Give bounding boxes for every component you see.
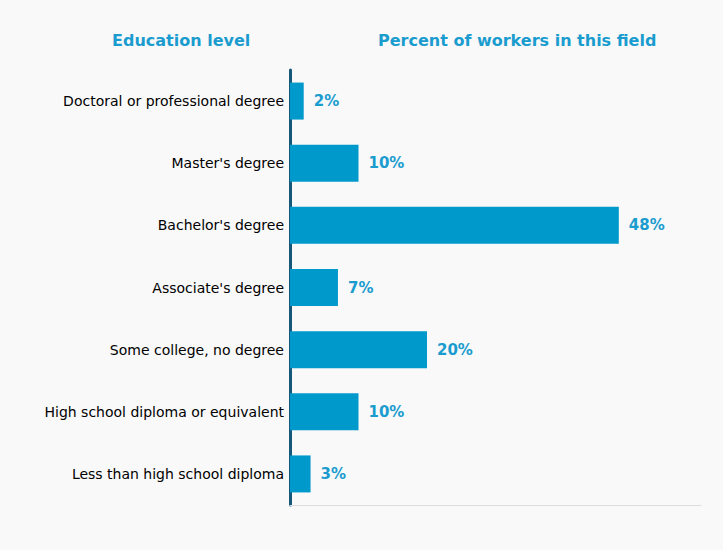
svg-text:Education level: Education level: [112, 31, 250, 50]
svg-text:3%: 3%: [321, 465, 346, 483]
svg-text:High school diploma or equival: High school diploma or equivalent: [44, 404, 284, 420]
svg-text:Less than high school diploma: Less than high school diploma: [72, 466, 284, 482]
svg-text:7%: 7%: [348, 279, 373, 297]
svg-text:Bachelor's degree: Bachelor's degree: [158, 217, 284, 233]
svg-text:10%: 10%: [369, 154, 405, 172]
svg-text:Associate's degree: Associate's degree: [152, 280, 284, 296]
svg-text:20%: 20%: [437, 341, 473, 359]
svg-text:10%: 10%: [369, 403, 405, 421]
svg-text:2%: 2%: [314, 92, 339, 110]
svg-text:Percent of workers in this fie: Percent of workers in this field: [378, 31, 656, 50]
svg-text:Some college, no degree: Some college, no degree: [110, 342, 284, 358]
svg-text:Master's degree: Master's degree: [172, 155, 284, 171]
svg-text:Doctoral or professional degre: Doctoral or professional degree: [63, 93, 284, 109]
svg-text:48%: 48%: [629, 216, 665, 234]
